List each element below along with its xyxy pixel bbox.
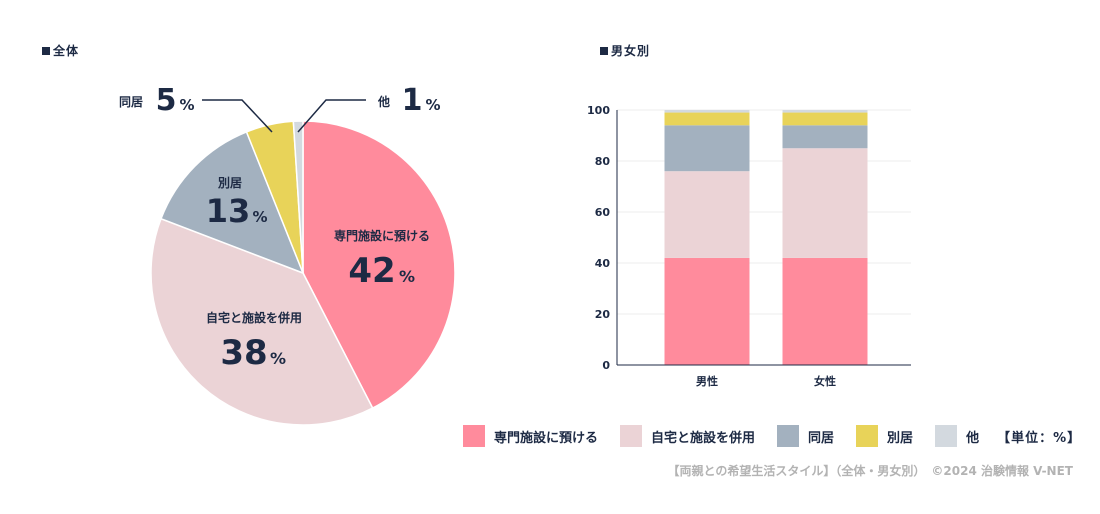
y-tick-label: 0 xyxy=(602,359,610,372)
pie-slice-hospital xyxy=(302,120,456,410)
pie-callout-living-pct: % xyxy=(179,96,194,114)
bar-segment-hospital xyxy=(664,257,750,365)
stacked-bar-chart: 0 20 40 60 80 100 男性 女性 xyxy=(587,104,911,388)
pie-label-hospital-name: 専門施設に預ける xyxy=(334,228,430,243)
overall-title-text: 全体 xyxy=(53,44,80,58)
legend-item-hospital: 専門施設に預ける xyxy=(463,425,598,447)
legend-swatch-hospital xyxy=(463,425,485,447)
pie-callout-other-name: 他 xyxy=(377,94,390,109)
pie-callout-living-value: 5 xyxy=(156,83,177,118)
legend-label-combined: 自宅と施設を併用 xyxy=(651,430,756,446)
legend-label-hospital: 専門施設に預ける xyxy=(494,430,599,446)
pie-callout-living-name: 同居 xyxy=(119,95,143,109)
x-tick-label: 男性 xyxy=(696,374,718,388)
pie-label-separate-pct: % xyxy=(252,208,267,226)
y-tick-label: 80 xyxy=(595,155,611,168)
pie-slice-living-with xyxy=(160,130,305,275)
pie-slice-combined xyxy=(150,217,374,426)
bar-segment-living-with xyxy=(664,125,750,172)
y-tick-label: 40 xyxy=(595,257,611,270)
pie-label-hospital-pct: % xyxy=(399,267,415,286)
legend-label-separate: 別居 xyxy=(887,430,914,446)
y-tick-label: 100 xyxy=(587,104,610,117)
bar-segment-living-with xyxy=(782,125,868,149)
pie-label-combined-name: 自宅と施設を併用 xyxy=(206,310,302,325)
square-bullet-icon xyxy=(42,47,50,55)
legend-item-combined: 自宅と施設を併用 xyxy=(620,425,755,447)
pie-label-separate-value: 13 xyxy=(206,192,251,230)
pie-callout-other-leader xyxy=(297,99,366,133)
pie-label-combined-value: 38 xyxy=(220,333,267,373)
y-tick-label: 60 xyxy=(595,206,611,219)
legend-item-other: 他 xyxy=(935,425,979,447)
legend: 専門施設に預ける 自宅と施設を併用 同居 別居 他 【単位：%】 xyxy=(463,425,1081,447)
gender-section-title: 男女別 xyxy=(600,42,650,59)
pie-callout-other-pct: % xyxy=(425,96,440,114)
bar-segment-combined xyxy=(664,171,750,258)
legend-item-living-with: 同居 xyxy=(777,425,834,447)
legend-swatch-separate xyxy=(856,425,879,447)
gender-title-text: 男女別 xyxy=(611,44,651,58)
y-tick-label: 20 xyxy=(595,308,611,321)
overall-section-title: 全体 xyxy=(42,42,79,59)
legend-label-other: 他 xyxy=(966,430,980,446)
source-credit: 【両親との希望生活スタイル】（全体・男女別） ©2024 治験情報 V-NET xyxy=(667,464,1073,478)
bar-segment-combined xyxy=(782,148,868,258)
pie-callout-living-leader xyxy=(202,99,273,133)
pie-slice-other xyxy=(292,120,304,274)
pie-label-combined-pct: % xyxy=(270,349,286,368)
pie-chart xyxy=(150,120,456,426)
legend-swatch-combined xyxy=(620,425,643,447)
legend-unit-label: 【単位：%】 xyxy=(997,430,1082,446)
bar-segment-hospital xyxy=(782,257,868,365)
pie-label-separate-name: 別居 xyxy=(217,176,242,190)
legend-item-separate: 別居 xyxy=(856,425,913,447)
bar-segment-other xyxy=(664,110,750,113)
square-bullet-icon xyxy=(600,47,608,55)
legend-swatch-living-with xyxy=(777,425,800,447)
pie-callout-other-value: 1 xyxy=(402,83,423,118)
bar-segment-other xyxy=(782,110,868,113)
legend-label-living-with: 同居 xyxy=(808,430,835,446)
legend-swatch-other xyxy=(935,425,958,447)
bar-segment-separate xyxy=(664,112,750,126)
bar-segment-separate xyxy=(782,112,868,126)
pie-label-hospital-value: 42 xyxy=(348,251,395,291)
x-tick-label: 女性 xyxy=(814,374,836,388)
pie-labels: 専門施設に預ける 42 % 自宅と施設を併用 38 % 別居 13 % 同居 5… xyxy=(119,83,441,373)
